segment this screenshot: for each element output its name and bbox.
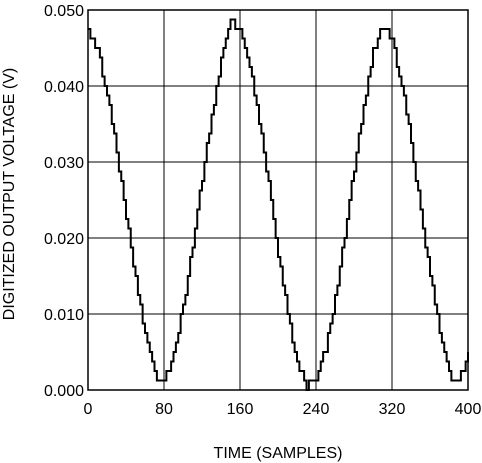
x-tick-labels: 0 80 160 240 320 400 — [84, 401, 482, 418]
x-tick-label: 0 — [84, 401, 93, 418]
series-group — [88, 18, 469, 391]
y-tick-label: 0.020 — [44, 231, 84, 248]
x-tick-label: 240 — [303, 401, 330, 418]
y-tick-label: 0.030 — [44, 155, 84, 172]
y-tick-labels: 0.000 0.010 0.020 0.030 0.040 0.050 — [44, 3, 84, 400]
x-tick-label: 400 — [455, 401, 482, 418]
y-tick-label: 0.010 — [44, 307, 84, 324]
x-tick-label: 160 — [227, 401, 254, 418]
voltage-series-line — [88, 18, 469, 391]
y-tick-label: 0.050 — [44, 3, 84, 20]
x-tick-label: 80 — [155, 401, 173, 418]
x-axis-title: TIME (SAMPLES) — [214, 445, 343, 462]
x-tick-label: 320 — [379, 401, 406, 418]
y-axis-title: DIGITIZED OUTPUT VOLTAGE (V) — [1, 68, 18, 320]
plot-frame — [87, 9, 469, 391]
y-tick-label: 0.000 — [44, 383, 84, 400]
y-tick-label: 0.040 — [44, 79, 84, 96]
